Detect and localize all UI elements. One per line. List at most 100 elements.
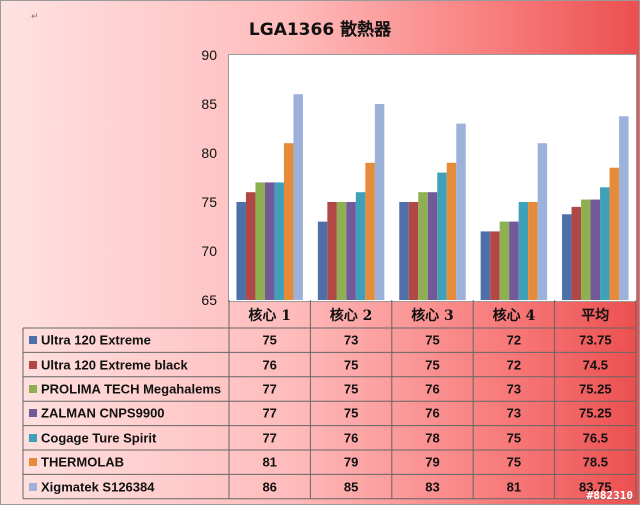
data-label: 78.5 xyxy=(582,454,608,470)
legend-swatch xyxy=(29,409,37,418)
bar xyxy=(317,221,328,300)
data-label: 75 xyxy=(343,405,359,421)
data-label: 73 xyxy=(343,332,359,348)
data-label: 72 xyxy=(506,357,522,373)
y-tick-label: 90 xyxy=(201,47,217,63)
bar xyxy=(283,143,294,300)
category-label: 平均 xyxy=(581,308,610,324)
bar xyxy=(609,167,620,300)
data-label: 85 xyxy=(343,479,359,495)
legend-swatch xyxy=(29,360,37,369)
legend-swatch xyxy=(29,385,37,393)
data-label: 75 xyxy=(343,357,359,373)
bar xyxy=(408,202,419,300)
data-label: 76 xyxy=(425,405,440,421)
data-label: 75 xyxy=(262,332,277,348)
category-label: 核心 1 xyxy=(248,308,291,324)
data-label: 72 xyxy=(506,332,522,348)
chart-title: LGA1366 散熱器 xyxy=(248,20,392,40)
data-label: 77 xyxy=(262,430,277,446)
data-label: 81 xyxy=(506,479,522,495)
bar xyxy=(336,202,347,300)
bar xyxy=(509,221,519,300)
bar xyxy=(399,202,409,300)
bar xyxy=(619,116,629,300)
data-label: 83 xyxy=(425,479,440,495)
bar xyxy=(537,143,548,300)
bar xyxy=(236,202,246,300)
bar xyxy=(590,199,601,300)
series-name: PROLIMA TECH Megahalems xyxy=(41,381,222,397)
data-label: 73 xyxy=(506,381,522,397)
data-label: 75 xyxy=(425,357,440,373)
bar xyxy=(600,187,610,300)
bar xyxy=(518,202,529,300)
data-label: 75 xyxy=(343,381,359,397)
bar xyxy=(427,192,438,300)
bar xyxy=(418,192,428,300)
bar xyxy=(264,182,275,300)
bar xyxy=(456,123,466,300)
y-tick-label: 75 xyxy=(201,194,217,210)
data-label: 75 xyxy=(425,332,440,348)
series-name: Cogage Ture Spirit xyxy=(41,430,157,446)
data-label: 73.75 xyxy=(579,332,612,348)
data-label: 75 xyxy=(506,454,522,470)
data-label: 76 xyxy=(343,430,359,446)
data-label: 81 xyxy=(262,454,277,470)
data-label: 74.5 xyxy=(582,357,608,373)
data-label: 77 xyxy=(262,381,277,397)
legend-swatch xyxy=(29,458,37,467)
bar xyxy=(374,104,385,300)
data-label: 73 xyxy=(506,405,522,421)
bar xyxy=(293,94,303,300)
bar xyxy=(446,162,457,300)
data-label: 75 xyxy=(506,430,522,446)
data-label: 76 xyxy=(425,381,440,397)
data-label: 75.25 xyxy=(579,405,612,421)
series-name: ZALMAN CNPS9900 xyxy=(41,405,165,421)
data-label: 76 xyxy=(262,357,277,373)
bar xyxy=(245,192,256,300)
series-name: Ultra 120 Extreme xyxy=(41,332,151,348)
y-tick-label: 70 xyxy=(201,243,217,259)
bar xyxy=(355,192,366,300)
bar xyxy=(499,221,510,300)
data-label: 79 xyxy=(425,454,440,470)
bar xyxy=(528,202,538,300)
data-label: 83.75 xyxy=(579,479,612,495)
bar xyxy=(571,206,582,300)
return-mark-icon: ↵ xyxy=(31,11,39,21)
series-name: Ultra 120 Extreme black xyxy=(41,357,188,373)
data-label: 75.25 xyxy=(579,381,612,397)
bar xyxy=(255,182,265,300)
bar xyxy=(437,172,447,300)
legend-swatch xyxy=(29,433,37,442)
legend-swatch xyxy=(29,482,37,491)
y-tick-label: 85 xyxy=(201,96,217,112)
watermark: #882310 xyxy=(586,489,633,502)
bar xyxy=(346,202,356,300)
bar xyxy=(327,202,337,300)
bar xyxy=(365,162,375,300)
series-name: THERMOLAB xyxy=(41,454,125,470)
bar xyxy=(490,231,500,300)
category-label: 核心 2 xyxy=(329,308,373,324)
category-label: 核心 4 xyxy=(492,308,536,324)
data-label: 86 xyxy=(262,479,277,495)
y-tick-label: 65 xyxy=(201,292,217,308)
bar xyxy=(480,231,491,300)
category-label: 核心 3 xyxy=(411,308,454,324)
data-label: 78 xyxy=(425,430,440,446)
y-tick-label: 80 xyxy=(201,145,217,161)
data-label: 79 xyxy=(343,454,359,470)
bar xyxy=(274,182,284,300)
data-label: 76.5 xyxy=(582,430,608,446)
bar xyxy=(562,214,572,300)
series-name: Xigmatek S126384 xyxy=(41,479,155,495)
legend-swatch xyxy=(29,336,37,345)
bar xyxy=(581,199,591,300)
data-label: 77 xyxy=(262,405,277,421)
